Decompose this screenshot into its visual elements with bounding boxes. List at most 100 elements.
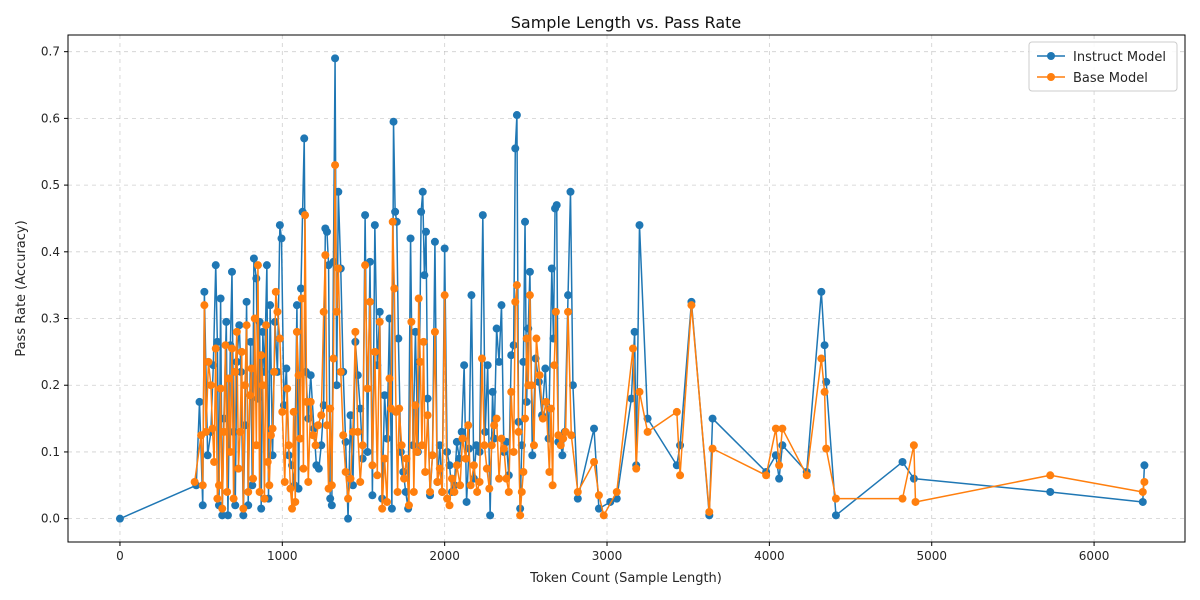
data-point-base xyxy=(447,474,456,483)
data-point-base xyxy=(532,334,541,343)
data-point-base xyxy=(270,367,279,376)
data-point-base xyxy=(516,511,525,520)
data-point-base xyxy=(461,454,470,463)
data-point-base xyxy=(250,314,259,323)
data-point-base xyxy=(252,441,261,450)
data-point-base xyxy=(218,504,227,513)
data-point-base xyxy=(296,434,305,443)
data-point-instruct xyxy=(314,464,323,473)
data-point-base xyxy=(271,287,280,296)
data-point-base xyxy=(380,454,389,463)
data-point-base xyxy=(257,351,266,360)
data-point-base xyxy=(402,454,411,463)
data-point-instruct xyxy=(541,364,550,373)
data-point-base xyxy=(206,381,215,390)
data-point-base xyxy=(370,347,379,356)
legend: Instruct Model Base Model xyxy=(1028,41,1178,92)
data-point-base xyxy=(430,327,439,336)
data-point-base xyxy=(255,487,264,496)
data-point-base xyxy=(519,467,528,476)
legend-marker-base xyxy=(1047,73,1055,81)
data-point-base xyxy=(438,487,447,496)
data-point-instruct xyxy=(435,441,444,450)
data-point-base xyxy=(395,404,404,413)
data-point-instruct xyxy=(547,264,556,273)
data-point-instruct xyxy=(778,441,787,450)
data-point-base xyxy=(304,477,313,486)
data-point-instruct xyxy=(317,441,326,450)
data-point-instruct xyxy=(445,461,454,470)
data-point-base xyxy=(378,504,387,513)
x-tick-label: 2000 xyxy=(429,549,460,563)
data-point-instruct xyxy=(460,361,469,370)
y-tick-label: 0.4 xyxy=(41,245,60,259)
data-point-instruct xyxy=(528,451,537,460)
data-point-base xyxy=(258,381,267,390)
data-point-base xyxy=(208,424,217,433)
data-point-base xyxy=(204,357,213,366)
data-point-base xyxy=(512,281,521,290)
data-point-base xyxy=(778,424,787,433)
data-point-base xyxy=(409,487,418,496)
data-point-base xyxy=(564,307,573,316)
data-point-instruct xyxy=(481,427,490,436)
data-point-instruct xyxy=(248,481,257,490)
data-point-instruct xyxy=(296,284,305,293)
data-point-instruct xyxy=(227,267,236,276)
data-point-base xyxy=(404,501,413,510)
data-point-instruct xyxy=(332,381,341,390)
data-point-base xyxy=(283,384,292,393)
data-point-base xyxy=(428,451,437,460)
data-point-base xyxy=(490,421,499,430)
data-point-base xyxy=(210,457,219,466)
data-point-instruct xyxy=(820,341,829,350)
data-point-base xyxy=(473,487,482,496)
legend-marker-instruct xyxy=(1047,52,1055,60)
data-point-base xyxy=(339,431,348,440)
data-point-base xyxy=(400,474,409,483)
data-point-base xyxy=(672,407,681,416)
data-point-instruct xyxy=(361,211,370,220)
data-point-instruct xyxy=(294,484,303,493)
data-point-base xyxy=(361,261,370,270)
data-point-instruct xyxy=(898,457,907,466)
data-point-base xyxy=(548,481,557,490)
data-point-base xyxy=(514,427,523,436)
data-point-base xyxy=(227,344,236,353)
data-point-base xyxy=(291,497,300,506)
data-point-instruct xyxy=(420,271,429,280)
data-point-base xyxy=(547,404,556,413)
data-point-instruct xyxy=(521,217,530,226)
data-point-instruct xyxy=(344,514,353,523)
data-point-instruct xyxy=(334,187,343,196)
data-point-base xyxy=(275,334,284,343)
data-point-base xyxy=(317,411,326,420)
data-point-base xyxy=(708,444,717,453)
data-point-instruct xyxy=(483,361,492,370)
data-point-base xyxy=(299,464,308,473)
y-axis-label: Pass Rate (Accuracy) xyxy=(14,220,29,356)
data-point-base xyxy=(383,497,392,506)
data-point-instruct xyxy=(300,134,309,143)
series-base xyxy=(190,161,1149,520)
data-point-base xyxy=(229,494,238,503)
data-point-instruct xyxy=(497,301,506,310)
data-point-base xyxy=(535,371,544,380)
legend-box xyxy=(1028,41,1178,92)
data-point-instruct xyxy=(370,221,379,230)
data-point-base xyxy=(244,487,253,496)
data-point-base xyxy=(831,494,840,503)
data-point-base xyxy=(521,414,530,423)
data-point-instruct xyxy=(394,334,403,343)
data-point-instruct xyxy=(348,481,357,490)
data-point-base xyxy=(458,434,467,443)
data-point-instruct xyxy=(418,187,427,196)
data-point-instruct xyxy=(590,424,599,433)
data-point-instruct xyxy=(472,441,481,450)
data-point-base xyxy=(322,421,331,430)
data-point-base xyxy=(456,481,465,490)
data-point-base xyxy=(356,477,365,486)
series-layer xyxy=(115,54,1149,523)
data-point-base xyxy=(480,441,489,450)
